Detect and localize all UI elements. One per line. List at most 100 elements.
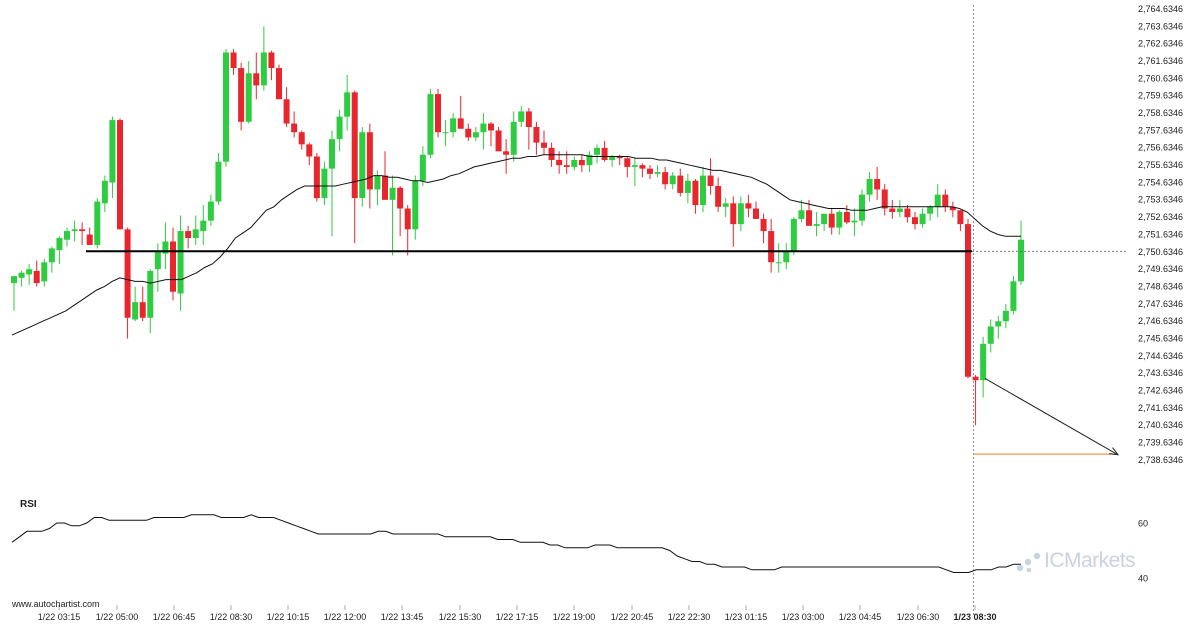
candle-body <box>843 211 850 223</box>
price-tick-label: 2,738.6346 <box>1138 455 1183 465</box>
annotations-group <box>86 5 1128 615</box>
candle-body <box>995 321 1002 327</box>
candle-body <box>374 175 381 190</box>
price-tick-label: 2,742.6346 <box>1138 385 1183 395</box>
candle-body <box>268 52 275 69</box>
candle-body <box>677 175 684 193</box>
price-tick-label: 2,745.6346 <box>1138 333 1183 343</box>
candle-body <box>541 142 547 148</box>
candle-body <box>472 132 479 138</box>
candle-body <box>957 210 964 225</box>
candle-body <box>366 132 373 190</box>
candle-body <box>419 154 426 181</box>
rsi-title: RSI <box>20 499 37 510</box>
price-tick-label: 2,740.6346 <box>1138 420 1183 430</box>
candle-body <box>359 132 366 199</box>
icmarkets-logo-icon <box>1016 551 1042 578</box>
price-tick-label: 2,741.6346 <box>1138 403 1183 413</box>
candle-body <box>480 123 487 133</box>
price-tick-label: 2,744.6346 <box>1138 351 1183 361</box>
price-tick-label: 2,762.6346 <box>1138 39 1183 49</box>
time-tick-label: 1/22 08:30 <box>210 612 253 622</box>
candle-body <box>397 187 404 209</box>
candle-body <box>563 165 570 167</box>
forecast-arrow-head <box>1109 447 1120 456</box>
candle-body <box>41 262 48 282</box>
candle-body <box>813 224 820 226</box>
candle-body <box>1018 239 1024 282</box>
time-tick-label: 1/23 06:30 <box>897 612 940 622</box>
price-tick-label: 2,752.6346 <box>1138 212 1183 222</box>
candle-body <box>351 92 358 199</box>
candle-body <box>382 175 388 200</box>
candle-body <box>798 210 805 219</box>
candle-body <box>132 302 139 320</box>
time-tick-label: 1/22 20:45 <box>611 612 654 622</box>
candle-body <box>654 172 661 174</box>
candle-body <box>56 237 63 251</box>
candle-body <box>79 229 86 232</box>
candle-body <box>147 270 154 318</box>
candle-body <box>427 94 434 155</box>
candle-body <box>775 262 782 264</box>
candle-body <box>200 220 207 232</box>
time-tick-label: 1/22 06:45 <box>153 612 196 622</box>
candle-body <box>556 159 563 166</box>
candle-body <box>965 224 971 377</box>
candle-body <box>276 68 282 100</box>
price-tick-label: 2,748.6346 <box>1138 281 1183 291</box>
candle-body <box>525 111 532 128</box>
candle-body <box>283 99 290 124</box>
time-tick-label: 1/22 10:15 <box>267 612 310 622</box>
candle-body <box>435 94 441 133</box>
moving-average-group <box>11 154 1021 336</box>
candle-body <box>715 185 722 207</box>
candle-body <box>707 175 714 186</box>
price-axis: 2,764.6346 2,763.6346 2,762.6346 2,761.6346… <box>1138 4 1183 465</box>
candle-body <box>631 165 638 167</box>
candle-body <box>404 208 411 230</box>
candle-body <box>980 343 987 381</box>
candle-body <box>465 128 472 138</box>
candle-body <box>737 203 744 225</box>
candle-body <box>162 241 169 254</box>
candle-body <box>548 147 555 160</box>
candle-body <box>692 180 699 206</box>
source-credit: www.autochartist.com <box>12 599 100 609</box>
candle-body <box>510 121 517 155</box>
candle-body <box>109 120 116 183</box>
candles-group <box>11 26 1024 426</box>
candle-body <box>389 187 396 200</box>
candle-body <box>33 270 40 284</box>
candle-body <box>927 206 934 214</box>
price-tick-label: 2,763.6346 <box>1138 21 1183 31</box>
candle-body <box>949 206 956 211</box>
candle-body <box>730 203 737 225</box>
candle-body <box>185 231 192 238</box>
candle-body <box>124 229 131 318</box>
candle-body <box>571 159 578 167</box>
candle-body <box>684 180 691 193</box>
candle-body <box>669 175 676 185</box>
candle-body <box>821 213 828 225</box>
price-tick-label: 2,760.6346 <box>1138 73 1183 83</box>
price-tick-label: 2,759.6346 <box>1138 91 1183 101</box>
rsi-tick-label: 40 <box>1138 574 1148 584</box>
time-tick-label: 1/23 01:15 <box>725 612 768 622</box>
price-tick-label: 2,754.6346 <box>1138 177 1183 187</box>
candle-body <box>260 52 267 86</box>
candle-body <box>170 241 176 292</box>
candle-body <box>313 156 320 199</box>
candle-body <box>836 211 843 228</box>
candle-body <box>223 52 229 162</box>
rsi-line <box>11 514 1021 573</box>
candle-body <box>919 213 926 225</box>
candle-body <box>896 208 903 212</box>
candle-body <box>71 229 78 232</box>
candle-body <box>783 251 790 263</box>
candle-body <box>238 68 245 122</box>
candle-body <box>904 208 911 218</box>
candle-body <box>942 194 949 207</box>
candle-body <box>412 180 419 230</box>
candle-body <box>768 231 775 263</box>
